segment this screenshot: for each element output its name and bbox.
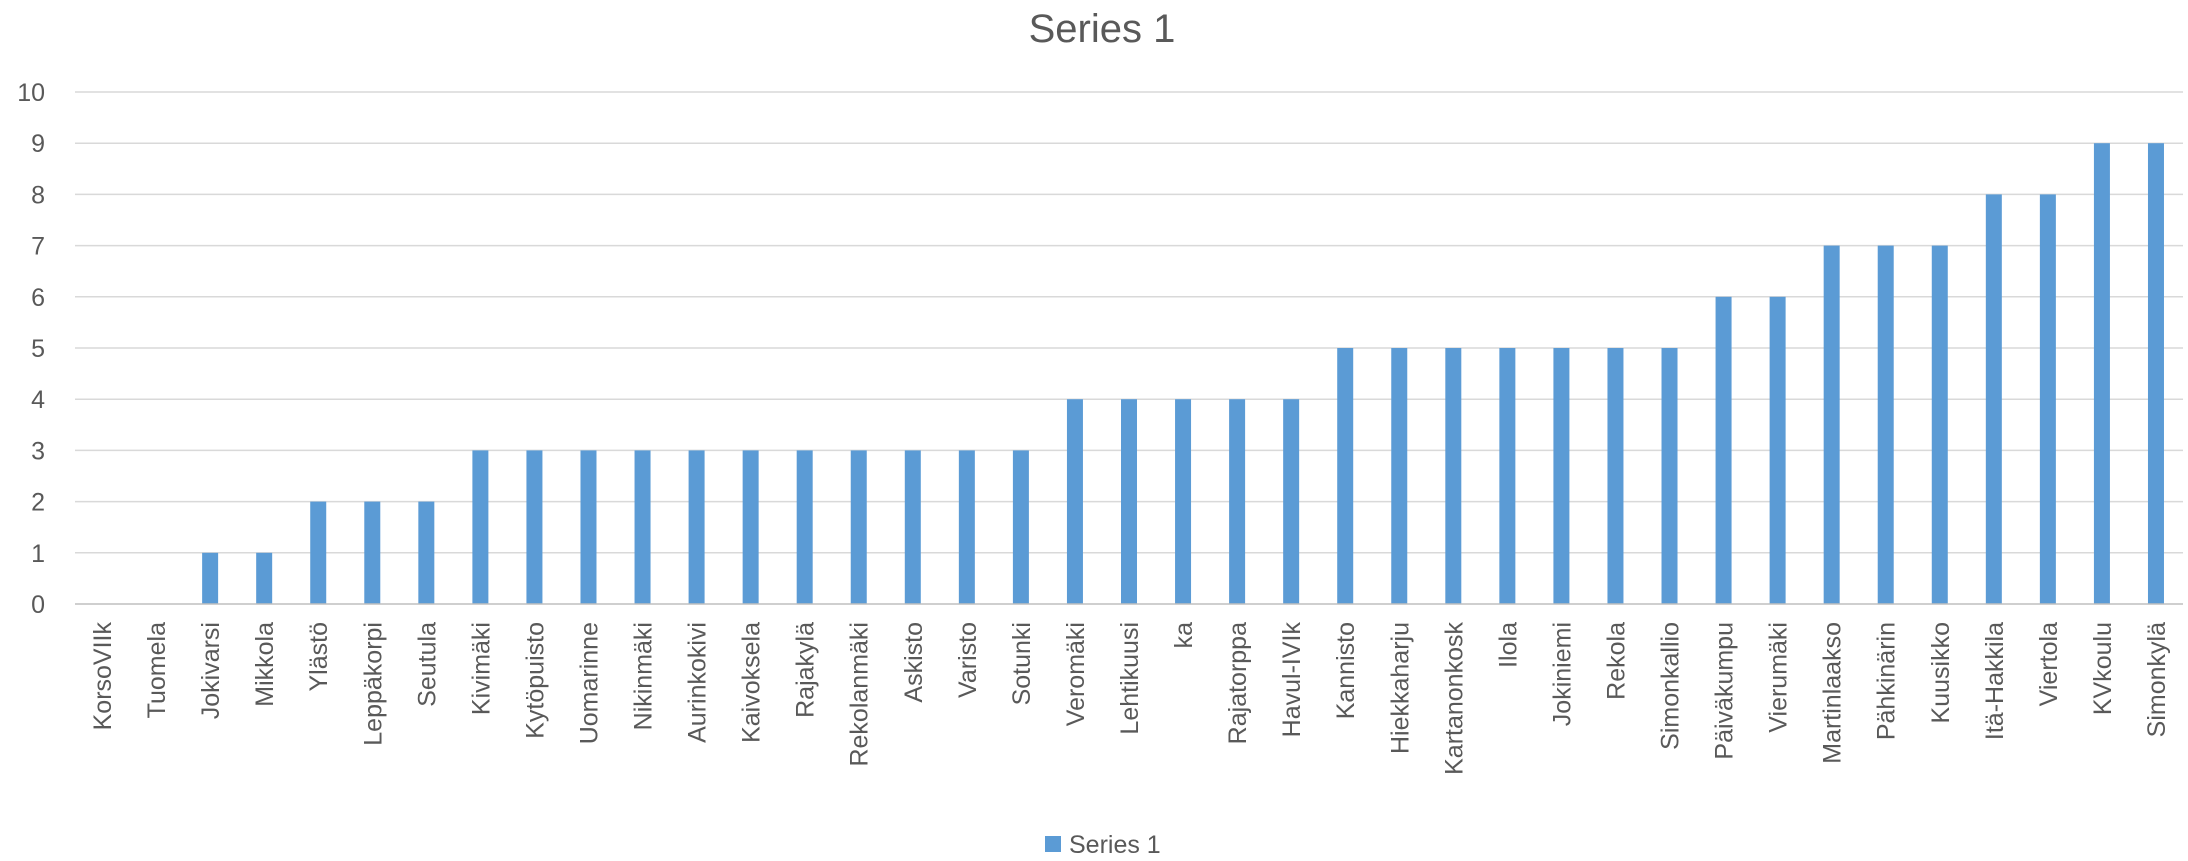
bar	[634, 450, 651, 604]
bar	[1066, 399, 1083, 604]
x-tick-label: Leppäkorpi	[359, 622, 387, 746]
bar	[1499, 348, 1516, 604]
x-tick-label: Seutula	[413, 622, 441, 707]
x-tick-label: ka	[1170, 622, 1198, 649]
bar	[1229, 399, 1246, 604]
bar	[1121, 399, 1137, 604]
y-tick-label: 10	[17, 79, 45, 107]
bar	[418, 501, 435, 604]
x-tick-label: Varisto	[954, 622, 982, 698]
bar	[526, 450, 543, 604]
x-tick-label: Ilola	[1494, 622, 1522, 668]
bar	[202, 552, 219, 604]
y-tick-label: 9	[31, 130, 45, 158]
bar	[688, 450, 705, 604]
x-tick-label: Vierumäki	[1765, 622, 1793, 733]
y-tick-label: 5	[31, 335, 45, 363]
x-tick-label: Kuusikko	[1927, 622, 1955, 723]
bar	[742, 450, 759, 604]
x-tick-label: KVkoulu	[2089, 622, 2117, 715]
bar	[1931, 245, 1948, 604]
x-tick-label: Kytöpuisto	[521, 622, 549, 739]
bar	[472, 450, 489, 604]
bar	[1175, 399, 1192, 604]
x-tick-label: Mikkola	[251, 622, 279, 707]
x-tick-label: Tuomela	[143, 622, 171, 718]
chart-title: Series 1	[1029, 7, 1176, 51]
x-tick-label: Nikinmäki	[630, 622, 658, 730]
bar	[1283, 399, 1300, 604]
legend: Series 1	[1045, 831, 1161, 859]
legend-label: Series 1	[1069, 831, 1161, 859]
x-tick-label: Aurinkokivi	[684, 622, 712, 743]
bar	[1769, 296, 1786, 604]
x-tick-label: Jokiniemi	[1548, 622, 1576, 726]
x-tick-label: Lehtikuusi	[1116, 622, 1144, 735]
y-tick-label: 6	[31, 284, 45, 312]
x-tick-label: Kivimäki	[467, 622, 495, 715]
y-tick-label: 8	[31, 181, 45, 209]
x-axis-tick-labels: KorsoVIIk Tuomela Jokivarsi Mikkola Ylästö Le…	[89, 622, 2171, 775]
x-tick-label: Kannisto	[1332, 622, 1360, 719]
bar	[2093, 143, 2110, 604]
bar	[364, 501, 381, 604]
bar	[904, 450, 921, 604]
bar	[2039, 194, 2056, 604]
x-tick-label: Simonkylä	[2143, 622, 2171, 737]
y-tick-label: 1	[31, 540, 45, 568]
x-tick-label: Veromäki	[1062, 622, 1090, 726]
x-tick-label: Rajakylä	[792, 622, 820, 718]
bar	[310, 501, 327, 604]
x-tick-label: Simonkallio	[1657, 622, 1685, 750]
y-tick-label: 4	[31, 386, 45, 414]
bar	[1823, 245, 1840, 604]
bar	[1012, 450, 1029, 604]
bar	[1337, 348, 1354, 604]
y-tick-label: 0	[31, 591, 45, 619]
x-tick-label: Askisto	[900, 622, 928, 703]
x-tick-label: Päiväkumpu	[1711, 622, 1739, 760]
x-tick-label: Martinlaakso	[1819, 622, 1847, 764]
x-tick-label: Jokivarsi	[197, 622, 225, 719]
bar	[1445, 348, 1462, 604]
x-tick-label: Itä-Hakkila	[1981, 622, 2009, 740]
y-tick-label: 2	[31, 489, 45, 517]
bar	[850, 450, 867, 604]
bar	[796, 450, 813, 604]
x-tick-label: Rekola	[1602, 622, 1630, 700]
bar	[580, 450, 597, 604]
y-tick-label: 7	[31, 233, 45, 261]
x-tick-label: Pähkinärin	[1873, 622, 1901, 740]
x-tick-label: Havul-IVIk	[1278, 622, 1306, 738]
x-tick-label: Kaivoksela	[738, 622, 766, 743]
x-tick-label: Viertola	[2035, 622, 2063, 706]
bar	[1661, 348, 1678, 604]
x-tick-label: Rajatorppa	[1224, 622, 1252, 744]
bars	[202, 143, 2164, 604]
legend-swatch	[1045, 836, 1061, 852]
bar	[1607, 348, 1624, 604]
bar	[1985, 194, 2002, 604]
bar	[256, 552, 273, 604]
bar	[1391, 348, 1408, 604]
bar	[1553, 348, 1570, 604]
bar	[958, 450, 975, 604]
x-tick-label: KorsoVIIk	[89, 622, 117, 731]
x-tick-label: Sotunki	[1008, 622, 1036, 705]
bar	[1877, 245, 1894, 604]
bar	[1715, 296, 1732, 604]
x-tick-label: Rekolanmäki	[846, 622, 874, 767]
bar	[2147, 143, 2164, 604]
x-tick-label: Uomarinne	[575, 622, 603, 744]
y-tick-label: 3	[31, 437, 45, 465]
x-tick-label: Kartanonkosk	[1440, 622, 1468, 775]
x-tick-label: Hiekkaharju	[1386, 622, 1414, 754]
y-axis-tick-labels: 0 1 2 3 4 5 6 7 8 9 10	[17, 79, 45, 619]
x-tick-label: Ylästö	[305, 622, 333, 691]
